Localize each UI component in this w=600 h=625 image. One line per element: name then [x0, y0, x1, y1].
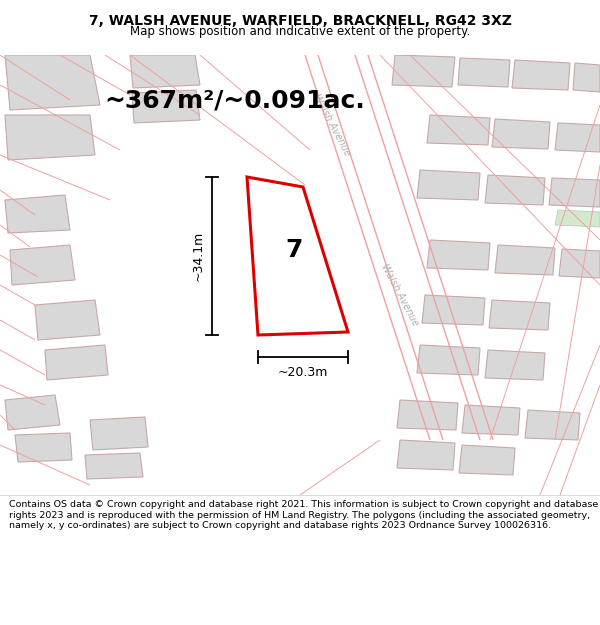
Polygon shape	[5, 115, 95, 160]
Text: Walsh Avenue: Walsh Avenue	[379, 262, 421, 328]
Polygon shape	[132, 90, 200, 123]
Polygon shape	[559, 249, 600, 278]
Polygon shape	[427, 115, 490, 145]
Polygon shape	[5, 55, 100, 110]
Text: 7: 7	[286, 238, 302, 262]
Polygon shape	[489, 300, 550, 330]
Polygon shape	[397, 440, 455, 470]
Polygon shape	[495, 245, 555, 275]
Polygon shape	[5, 395, 60, 430]
Text: ~34.1m: ~34.1m	[191, 231, 205, 281]
Polygon shape	[45, 345, 108, 380]
Polygon shape	[512, 60, 570, 90]
Polygon shape	[15, 433, 72, 462]
Polygon shape	[549, 178, 600, 207]
Polygon shape	[417, 170, 480, 200]
Polygon shape	[247, 177, 348, 335]
Polygon shape	[85, 453, 143, 479]
Polygon shape	[422, 295, 485, 325]
Polygon shape	[555, 210, 600, 227]
Polygon shape	[5, 195, 70, 233]
Text: 7, WALSH AVENUE, WARFIELD, BRACKNELL, RG42 3XZ: 7, WALSH AVENUE, WARFIELD, BRACKNELL, RG…	[89, 14, 511, 28]
Polygon shape	[492, 119, 550, 149]
Polygon shape	[35, 300, 100, 340]
Text: Contains OS data © Crown copyright and database right 2021. This information is : Contains OS data © Crown copyright and d…	[9, 500, 598, 530]
Polygon shape	[427, 240, 490, 270]
Text: Map shows position and indicative extent of the property.: Map shows position and indicative extent…	[130, 26, 470, 39]
Text: ~20.3m: ~20.3m	[278, 366, 328, 379]
Text: ~367m²/~0.091ac.: ~367m²/~0.091ac.	[104, 88, 365, 112]
Polygon shape	[417, 345, 480, 375]
Polygon shape	[462, 405, 520, 435]
Polygon shape	[458, 58, 510, 87]
Polygon shape	[485, 350, 545, 380]
Polygon shape	[10, 245, 75, 285]
Polygon shape	[525, 410, 580, 440]
Polygon shape	[392, 55, 455, 87]
Polygon shape	[397, 400, 458, 430]
Polygon shape	[485, 175, 545, 205]
Polygon shape	[90, 417, 148, 450]
Polygon shape	[459, 445, 515, 475]
Text: Walsh Avenue: Walsh Avenue	[311, 92, 353, 158]
Polygon shape	[573, 63, 600, 92]
Polygon shape	[130, 55, 200, 88]
Polygon shape	[555, 123, 600, 152]
